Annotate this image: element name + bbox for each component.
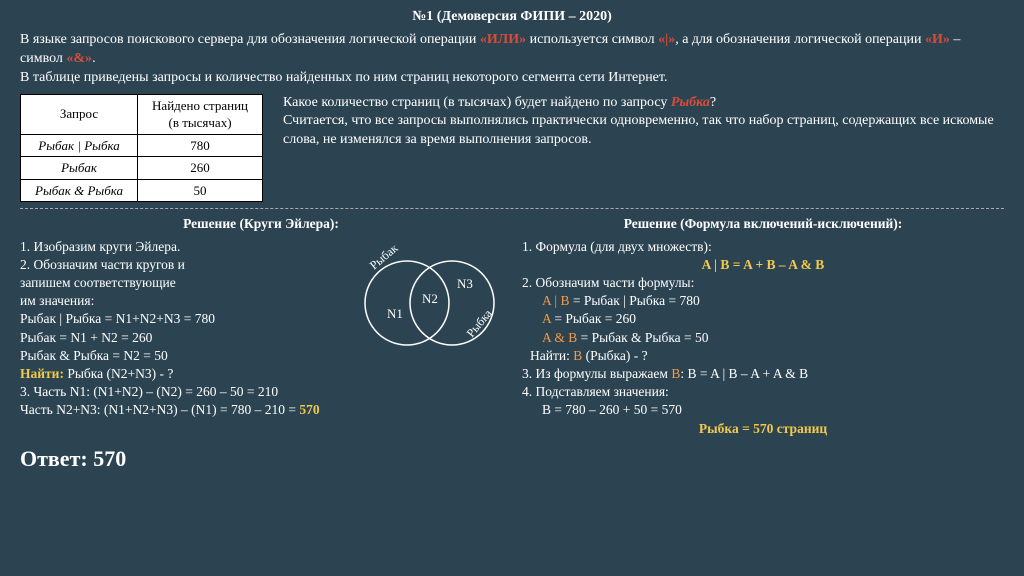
txt: ? xyxy=(710,95,716,110)
final-answer: Ответ: 570 xyxy=(20,444,1004,474)
step: запишем соответствующие xyxy=(20,274,344,292)
intro-p1: В языке запросов поискового сервера для … xyxy=(20,31,1004,69)
sol1-title: Решение (Круги Эйлера): xyxy=(20,215,502,233)
op-and: «И» xyxy=(925,32,950,47)
step: им значения: xyxy=(20,292,344,310)
th-count: Найдено страниц(в тысячах) xyxy=(138,94,263,134)
cell-q2: Рыбак xyxy=(21,157,138,180)
find-text: Рыбка (N2+N3) - ? xyxy=(64,366,173,381)
txt: Какое количество страниц (в тысячах) буд… xyxy=(283,95,671,110)
cell-v1: 780 xyxy=(138,134,263,157)
part-anb: A & B = Рыбак & Рыбка = 50 xyxy=(522,329,1004,347)
eq: Рыбак & Рыбка = N2 = 50 xyxy=(20,347,344,365)
part-ab: A | B = Рыбак | Рыбка = 780 xyxy=(522,292,1004,310)
sym-or: «|» xyxy=(658,32,675,47)
cell-v2: 260 xyxy=(138,157,263,180)
question-note: Считается, что все запросы выполнялись п… xyxy=(283,112,1004,150)
solution-euler: Решение (Круги Эйлера): 1. Изобразим кру… xyxy=(20,215,502,438)
txt: , а для обозначения логической операции xyxy=(675,32,925,47)
sol2-title: Решение (Формула включений-исключений): xyxy=(522,215,1004,233)
txt: В языке запросов поискового сервера для … xyxy=(20,32,480,47)
venn-n3: N3 xyxy=(457,276,473,291)
find-label: Найти: xyxy=(20,366,64,381)
step: 3. Часть N1: (N1+N2) – (N2) = 260 – 50 =… xyxy=(20,383,502,401)
task-title: №1 (Демоверсия ФИПИ – 2020) xyxy=(20,8,1004,27)
step: Часть N2+N3: (N1+N2+N3) – (N1) = 780 – 2… xyxy=(20,401,502,419)
step: 1. Изобразим круги Эйлера. xyxy=(20,238,344,256)
eq: Рыбак = N1 + N2 = 260 xyxy=(20,329,344,347)
sol1-steps: 1. Изобразим круги Эйлера. 2. Обозначим … xyxy=(20,238,344,384)
result: Рыбка = 570 страниц xyxy=(522,420,1004,438)
q-rybka: Рыбка xyxy=(671,95,710,110)
cell-q1: Рыбак | Рыбка xyxy=(21,134,138,157)
cell-q3: Рыбак & Рыбка xyxy=(21,179,138,202)
venn-n1: N1 xyxy=(387,306,403,321)
row-table-question: Запрос Найдено страниц(в тысячах) Рыбак … xyxy=(20,94,1004,203)
eq: Рыбак | Рыбка = N1+N2+N3 = 780 xyxy=(20,310,344,328)
intro-block: В языке запросов поискового сервера для … xyxy=(20,31,1004,88)
step: 4. Подставляем значения: xyxy=(522,383,1004,401)
th-query: Запрос xyxy=(21,94,138,134)
txt: . xyxy=(92,51,96,66)
txt: используется символ xyxy=(526,32,658,47)
step: 2. Обозначим части кругов и xyxy=(20,256,344,274)
divider xyxy=(20,208,1004,209)
question-line: Какое количество страниц (в тысячах) буд… xyxy=(283,94,1004,113)
find-line: Найти: Рыбка (N2+N3) - ? xyxy=(20,365,344,383)
sym-and: «&» xyxy=(66,51,92,66)
formula: A | B = A + B – A & B xyxy=(522,256,1004,274)
op-or: «ИЛИ» xyxy=(480,32,526,47)
result: 570 xyxy=(299,402,319,417)
solution-formula: Решение (Формула включений-исключений): … xyxy=(522,215,1004,438)
calc: B = 780 – 260 + 50 = 570 xyxy=(522,401,1004,419)
find-b: Найти: B (Рыбка) - ? xyxy=(522,347,1004,365)
venn-diagram: Рыбак Рыбка N1 N2 N3 xyxy=(352,238,502,358)
venn-n2: N2 xyxy=(422,291,438,306)
cell-v3: 50 xyxy=(138,179,263,202)
solutions-row: Решение (Круги Эйлера): 1. Изобразим кру… xyxy=(20,215,1004,438)
step: 1. Формула (для двух множеств): xyxy=(522,238,1004,256)
intro-p2: В таблице приведены запросы и количество… xyxy=(20,69,1004,88)
step: 2. Обозначим части формулы: xyxy=(522,274,1004,292)
step3: 3. Из формулы выражаем B: B = A | B – A … xyxy=(522,365,1004,383)
txt: Часть N2+N3: (N1+N2+N3) – (N1) = 780 – 2… xyxy=(20,402,299,417)
question-block: Какое количество страниц (в тысячах) буд… xyxy=(283,94,1004,203)
part-a: A = Рыбак = 260 xyxy=(522,310,1004,328)
query-table: Запрос Найдено страниц(в тысячах) Рыбак … xyxy=(20,94,263,203)
